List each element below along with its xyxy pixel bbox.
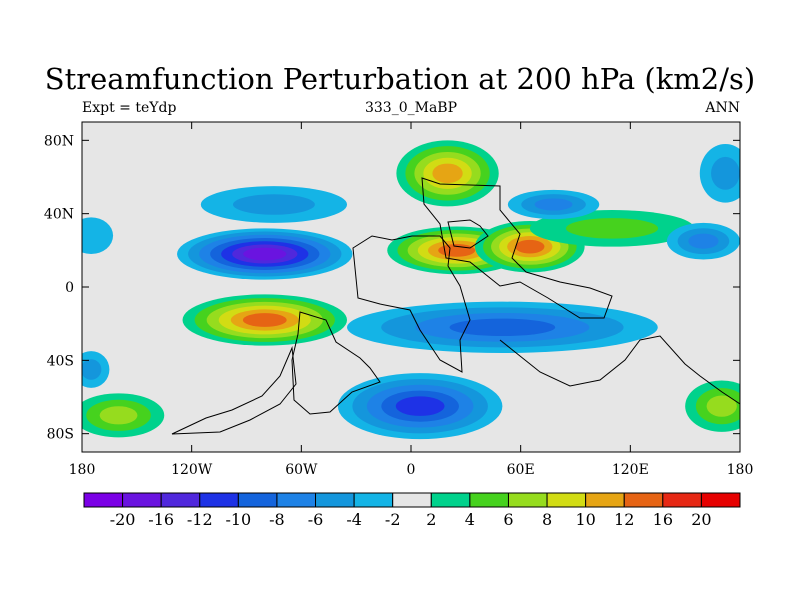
experiment-label: Expt = teYdp	[82, 100, 177, 116]
contour-band	[242, 313, 287, 327]
colorbar-swatch	[469, 492, 509, 508]
colorbar-swatch	[276, 492, 317, 508]
contour-blob	[507, 189, 600, 220]
y-tick-label: 80N	[44, 133, 74, 149]
colorbar-label: 16	[653, 510, 673, 529]
colorbar-label: -10	[225, 510, 251, 529]
contour-band	[534, 198, 573, 211]
colorbar-label: -6	[308, 510, 324, 529]
colorbar-label: 10	[575, 510, 595, 529]
colorbar-swatch	[430, 492, 471, 508]
contour-band	[99, 406, 138, 425]
colorbar-swatch	[353, 492, 394, 508]
contour-band	[711, 156, 740, 190]
coastline-australia	[499, 335, 740, 405]
x-tick-label: 60E	[507, 462, 535, 478]
y-tick-label: 80S	[47, 427, 74, 443]
colorbar-swatch	[507, 492, 548, 508]
colorbar-swatch	[199, 492, 239, 508]
y-tick-label: 0	[65, 280, 74, 296]
contour-blob	[396, 140, 499, 207]
contour-band	[565, 218, 659, 239]
contour-band	[82, 217, 114, 254]
period-label: 333_0_MaBP	[364, 100, 458, 116]
colorbar-swatch	[546, 492, 587, 508]
contour-blob	[529, 210, 695, 247]
coastline-eurasia	[421, 177, 613, 319]
colorbar-label: -8	[269, 510, 285, 529]
y-tick-label: 40N	[44, 207, 74, 223]
contour-blob	[82, 217, 114, 254]
colorbar-label: 8	[542, 510, 552, 529]
y-tick-label: 40S	[47, 353, 74, 369]
coastline-outlines	[171, 177, 740, 435]
coastline-antarctica	[171, 346, 297, 435]
colorbar-swatch	[392, 492, 432, 508]
colorbar-swatch	[83, 492, 124, 508]
contour-band	[82, 359, 102, 380]
x-tick-label: 0	[407, 462, 416, 478]
colorbar-label: 2	[426, 510, 436, 529]
colorbar-swatch	[160, 492, 201, 508]
colorbar: -20 -16 -12 -10 -8 -6 -4 -2 2 4 6 8 10 12 16 20	[83, 492, 741, 529]
colorbar-swatch	[700, 492, 741, 508]
contour-band	[243, 247, 287, 261]
contour-band	[449, 318, 556, 337]
contour-band	[232, 194, 315, 215]
y-axis: 80N 40N 0 40S 80S	[44, 133, 740, 443]
x-tick-label: 180	[69, 462, 96, 478]
contour-blob	[699, 144, 740, 203]
colorbar-label: -20	[110, 510, 136, 529]
contour-band	[515, 239, 545, 254]
colorbar-label: -4	[346, 510, 362, 529]
coastline-arabia	[447, 219, 489, 249]
contour-blob	[347, 301, 658, 354]
season-label: ANN	[705, 100, 740, 116]
contour-blob	[177, 228, 353, 280]
colorbar-swatch	[585, 492, 625, 508]
contour-band	[395, 396, 445, 416]
x-tick-label: 120E	[612, 462, 649, 478]
chart-title: Streamfunction Perturbation at 200 hPa (…	[44, 62, 756, 96]
contour-blob	[337, 373, 503, 440]
coastline-africa	[352, 235, 471, 373]
colorbar-label: 6	[503, 510, 513, 529]
contour-fields	[82, 140, 740, 440]
colorbar-swatch	[623, 492, 664, 508]
colorbar-label: -16	[148, 510, 174, 529]
contour-blob	[182, 294, 348, 346]
x-tick-label: 120W	[171, 462, 213, 478]
colorbar-label: 12	[614, 510, 634, 529]
colorbar-label: -12	[187, 510, 213, 529]
coastline-south-america	[291, 311, 381, 415]
colorbar-swatch	[315, 492, 355, 508]
contour-band	[706, 395, 737, 417]
contour-blob	[82, 393, 165, 438]
colorbar-label: -2	[385, 510, 401, 529]
x-tick-label: 180	[727, 462, 754, 478]
colorbar-label: 4	[465, 510, 475, 529]
x-axis: 180 120W 60W 0 60E 120E 180	[69, 122, 754, 478]
contour-blob	[666, 222, 740, 260]
contour-band	[688, 233, 719, 249]
colorbar-swatch	[237, 492, 278, 508]
contour-band	[432, 163, 463, 184]
colorbar-swatch	[122, 492, 162, 508]
x-tick-label: 60W	[285, 462, 318, 478]
contour-blob	[82, 351, 110, 388]
colorbar-swatch	[662, 492, 702, 508]
contour-blob	[685, 380, 740, 432]
contour-blob	[200, 186, 348, 223]
colorbar-label: 20	[691, 510, 711, 529]
